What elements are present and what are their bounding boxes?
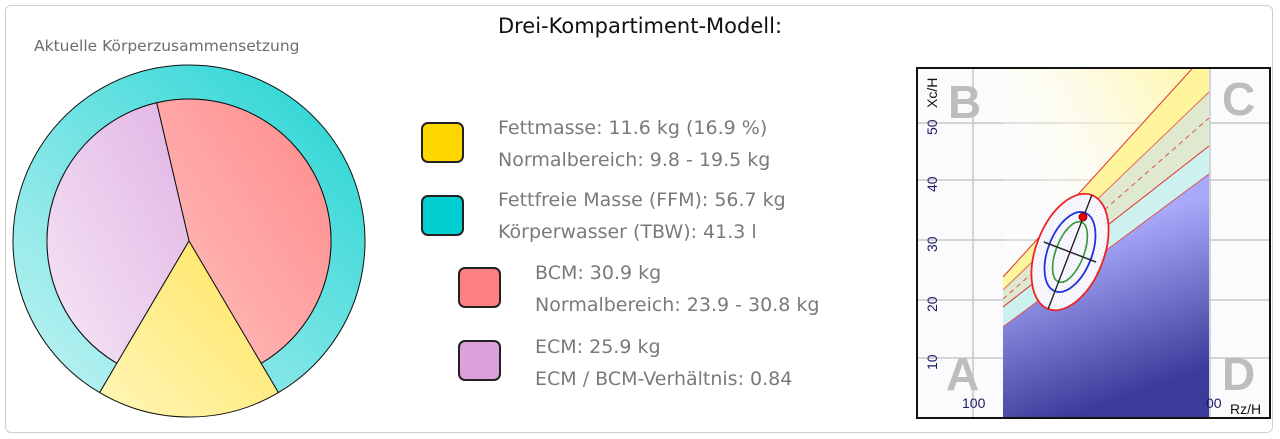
legend-fettmasse-value: Fettmasse: 11.6 kg (16.9 %) [498,117,768,139]
y-tick-30: 30 [924,236,940,252]
quadrant-label-b: B [948,76,981,128]
quadrant-label-d: D [1222,348,1255,400]
tolerance-ellipses [1030,192,1110,312]
legend-ffm-value: Fettfreie Masse (FFM): 56.7 kg [498,189,786,211]
rxc-graph-canvas: B C A D [918,69,1269,417]
legend-fettmasse-range: Normalbereich: 9.8 - 19.5 kg [498,149,771,171]
page-title: Drei-Kompartiment-Modell: [497,14,783,38]
x-axis-label: Rz/H [1230,401,1261,417]
legend-ecm-value: ECM: 25.9 kg [535,336,661,358]
legend-bcm-range: Normalbereich: 23.9 - 30.8 kg [535,294,820,316]
body-composition-pie-chart [12,64,366,418]
y-axis-label: Xc/H [924,78,940,108]
pie-slice-fettmasse [98,240,280,418]
y-tick-10: 10 [924,354,940,370]
pie-slice-bcm [156,98,332,365]
quadrant-label-c: C [1222,73,1255,125]
x-tick-truncated: 00 [1206,395,1222,411]
legend-swatch-bcm [458,267,501,308]
pie-slice-ecm [46,102,190,365]
y-tick-40: 40 [924,176,940,192]
measurement-point [1078,212,1088,222]
quadrant-labels: B C A D [946,73,1255,400]
y-tick-50: 50 [924,119,940,135]
legend-tbw-value: Körperwasser (TBW): 41.3 l [498,221,757,243]
x-tick-100: 100 [962,395,986,411]
legend-ecm-bcm-ratio: ECM / BCM-Verhältnis: 0.84 [535,368,793,390]
legend-swatch-fettmasse [421,122,464,163]
rxc-graph: B C A D [916,67,1271,419]
body-composition-panel [5,5,1273,433]
quadrant-label-a: A [946,348,979,400]
legend-swatch-ffm [421,195,464,236]
axis-labels: Xc/H 50 40 30 20 10 100 00 Rz/H [924,78,1261,417]
legend-swatch-ecm [458,340,501,381]
pie-chart-title: Aktuelle Körperzusammensetzung [34,37,300,55]
y-tick-20: 20 [924,296,940,312]
legend-bcm-value: BCM: 30.9 kg [535,262,662,284]
